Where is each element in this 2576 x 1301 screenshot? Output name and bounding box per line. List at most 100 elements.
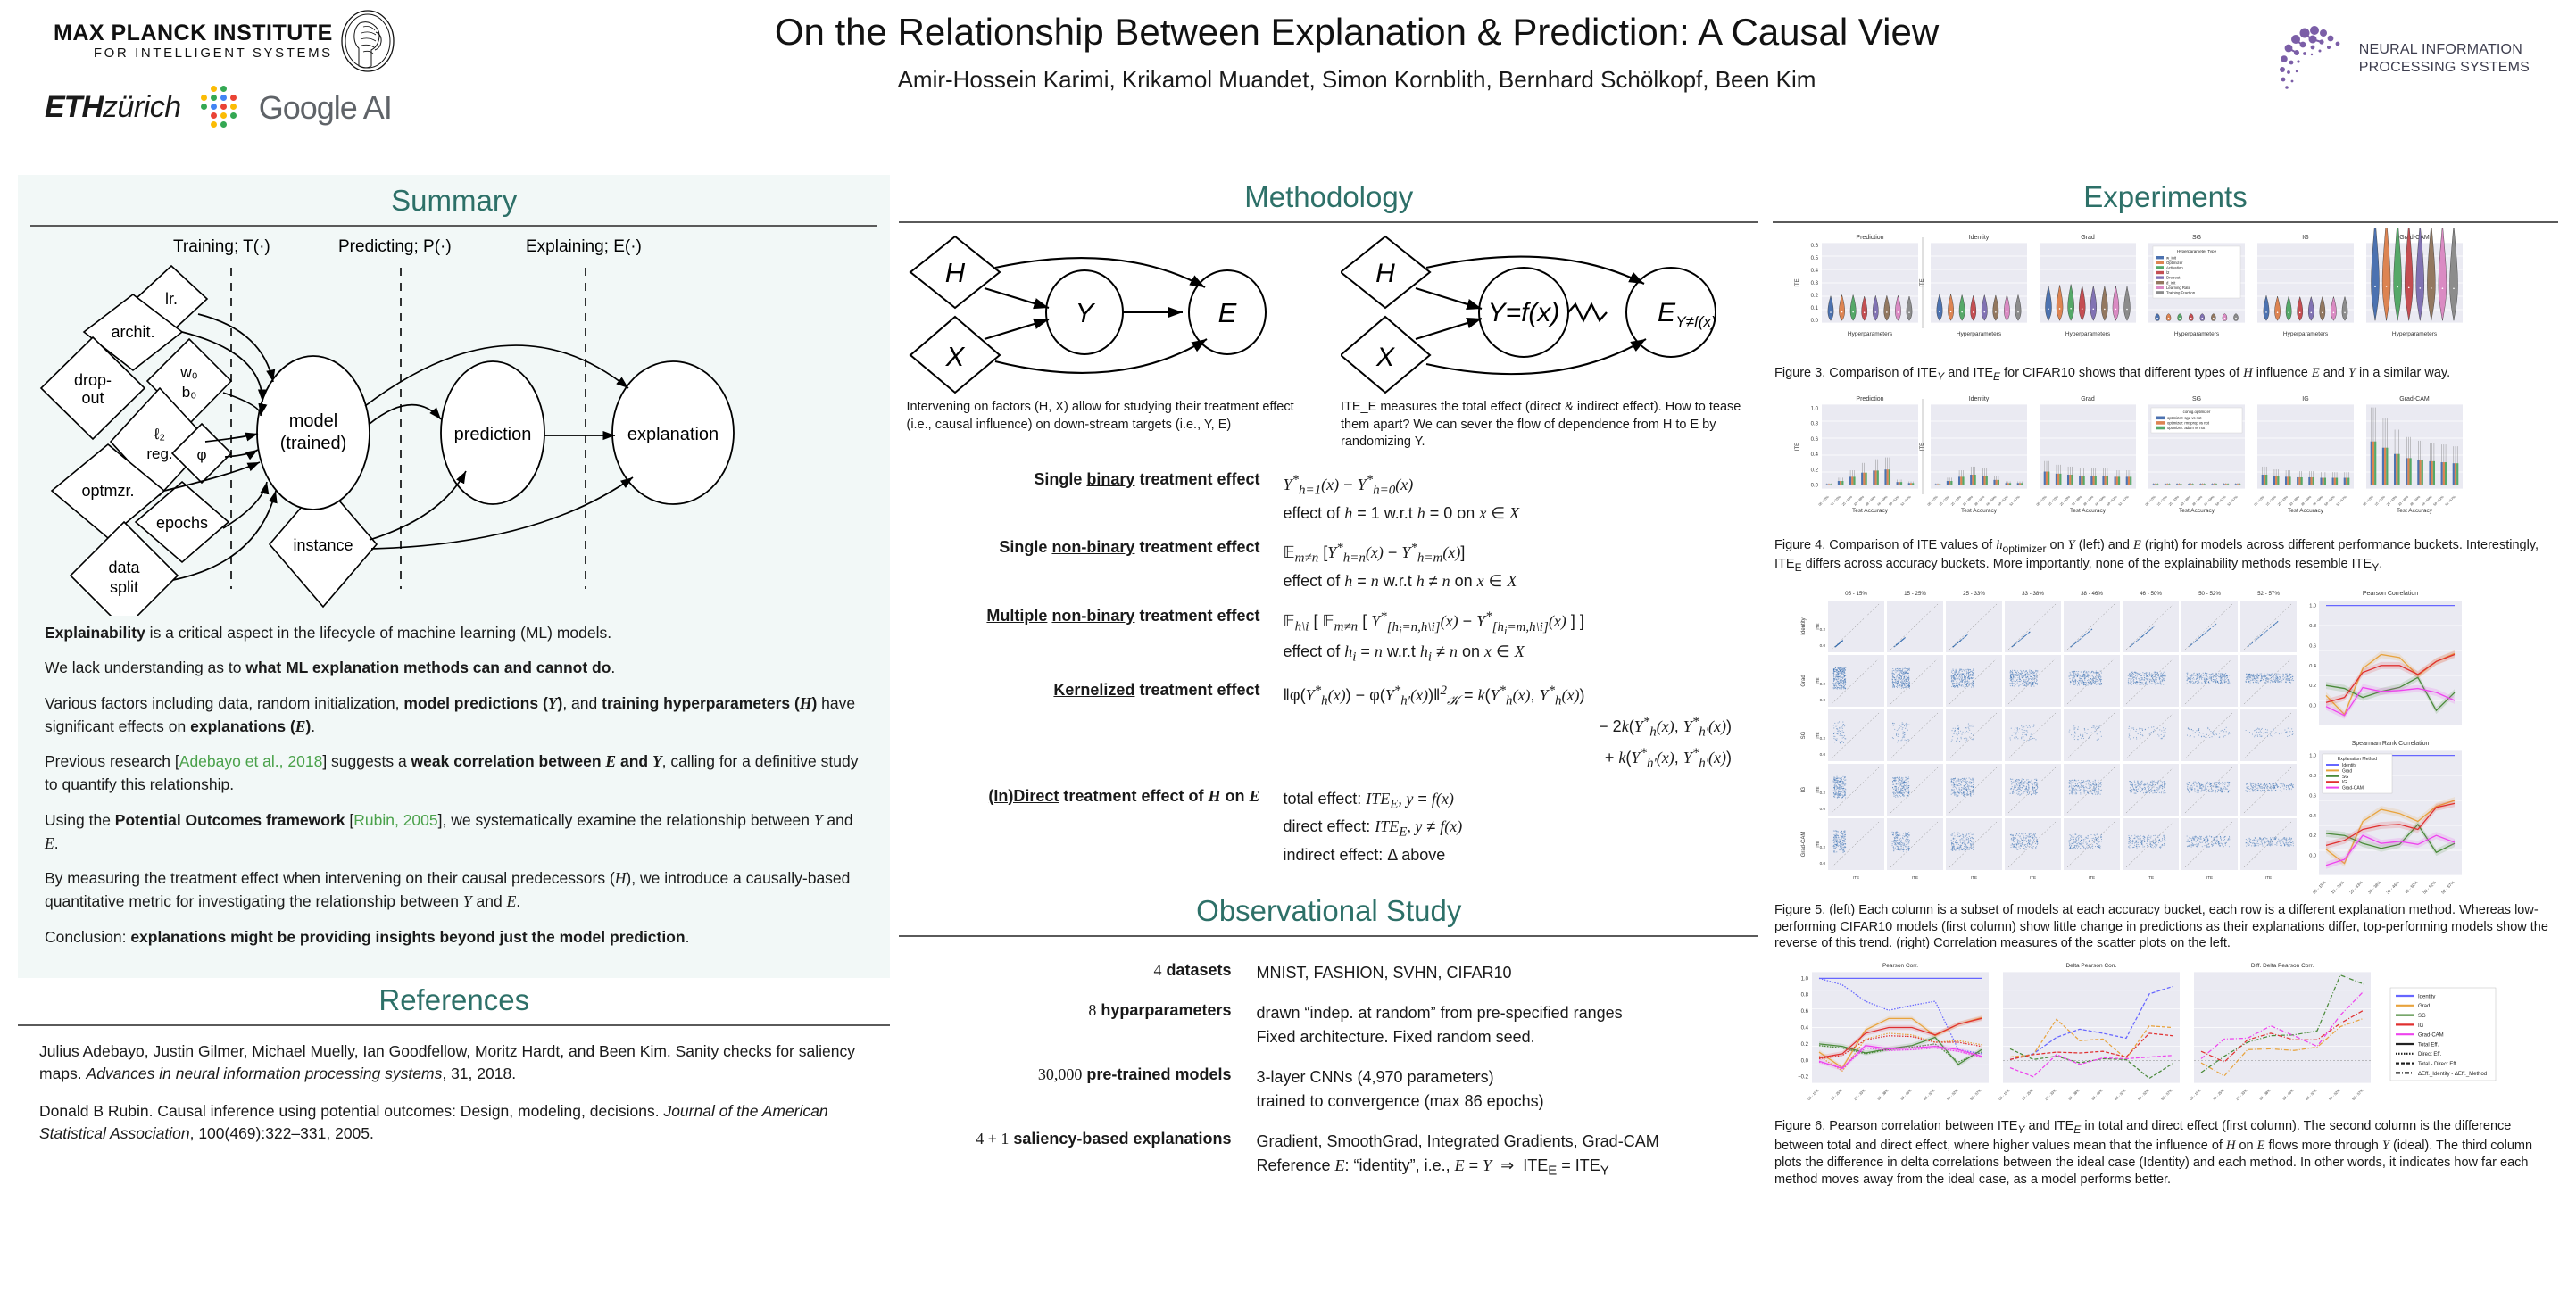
scatter-point <box>2192 676 2195 678</box>
scatter-point <box>2136 678 2138 680</box>
scatter-point <box>2216 677 2218 679</box>
scatter-point <box>2033 671 2035 673</box>
violin-shape <box>1886 468 1889 485</box>
scatter-point <box>1841 794 1843 796</box>
scatter-point <box>2207 678 2209 680</box>
scatter-point <box>1961 781 1963 783</box>
scatter-point <box>2098 726 2100 729</box>
scatter-point <box>1906 680 1907 682</box>
scatter-point <box>2228 733 2230 735</box>
scatter-point <box>1844 725 1846 726</box>
mpi-subtitle: FOR INTELLIGENT SYSTEMS <box>93 46 333 61</box>
scatter-point <box>2024 788 2026 790</box>
scatter-point <box>2287 675 2289 677</box>
scatter-point <box>2159 675 2161 677</box>
scatter-point <box>2259 732 2261 733</box>
violin-median <box>1852 311 1854 313</box>
scatter-point <box>1839 777 1841 779</box>
scatter-point <box>2206 631 2207 633</box>
scatter-point <box>2017 671 2020 673</box>
scatter-point <box>1903 671 1905 673</box>
scatter-point <box>2025 782 2027 783</box>
violin-shape <box>1840 480 1842 485</box>
violin-shape <box>2289 476 2291 485</box>
scatter-point <box>1837 722 1839 724</box>
scatter-point <box>2086 780 2088 782</box>
scatter-point <box>2099 670 2101 672</box>
scatter-point <box>1901 787 1903 789</box>
scatter-point <box>2088 670 2090 672</box>
plot-label: 46 - 50% <box>2094 494 2107 507</box>
violin-shape <box>2263 474 2266 485</box>
scatter-point <box>2291 677 2294 679</box>
scatter-point <box>1838 677 1840 679</box>
scatter-point <box>1955 668 1957 670</box>
violin-shape <box>2203 483 2206 485</box>
scatter-point <box>2282 678 2284 680</box>
violin-shape <box>2431 460 2433 485</box>
scatter-point <box>2194 681 2196 683</box>
violin-shape <box>1888 468 1891 485</box>
scatter-point <box>2032 677 2034 679</box>
violin-shape <box>1939 484 1941 485</box>
scatter-point <box>2088 784 2090 786</box>
scatter-point <box>1953 779 1955 781</box>
scatter-point <box>1834 777 1836 779</box>
violin-shape <box>2396 453 2398 485</box>
observational-key: 4 datasets <box>1153 961 1232 980</box>
plot-label: Hyperparameter Type <box>2177 249 2217 253</box>
scatter-point <box>1843 787 1845 789</box>
scatter-point <box>2133 681 2135 683</box>
scatter-point <box>1907 786 1909 788</box>
scatter-point <box>2145 682 2147 684</box>
scatter-point <box>2196 680 2198 682</box>
scatter-point <box>1891 675 1893 677</box>
scatter-point <box>2023 669 2024 671</box>
scatter-point <box>2032 787 2034 789</box>
scatter-point <box>2271 673 2273 675</box>
scatter-point <box>2080 783 2082 785</box>
scatter-point <box>2149 675 2151 676</box>
scatter-point <box>1969 729 1971 731</box>
scatter-point <box>2265 630 2267 632</box>
scatter-point <box>1902 683 1904 684</box>
plot-label: Hyperparameters <box>1848 331 1893 337</box>
scatter-point <box>1965 789 1967 791</box>
scatter-point <box>1833 677 1835 679</box>
scatter-point <box>1960 737 1962 740</box>
scatter-point <box>2092 679 2095 681</box>
poster-columns: Summary Training; T(·) Predicting; P(·) … <box>0 175 2576 1189</box>
scatter-point <box>1900 668 1902 670</box>
scatter-point <box>2092 677 2094 679</box>
scatter-point <box>2032 786 2034 788</box>
scatter-point <box>2023 683 2024 684</box>
scatter-point <box>2245 676 2247 678</box>
scatter-point <box>2191 677 2193 679</box>
scatter-point <box>2082 785 2083 787</box>
scatter-point <box>2256 679 2257 681</box>
scatter-point <box>2226 675 2229 677</box>
scatter-point <box>2186 675 2188 677</box>
scatter-point <box>2021 780 2023 782</box>
scatter-point <box>2035 670 2037 673</box>
scatter-point <box>2245 681 2247 683</box>
scatter-point <box>2198 731 2200 733</box>
scatter-point <box>2074 783 2076 784</box>
scatter-point <box>2292 679 2295 681</box>
scatter-point <box>1895 794 1897 796</box>
scatter-point <box>2100 676 2102 678</box>
violin-shape <box>1884 468 1887 485</box>
scatter-point <box>1896 791 1898 792</box>
scatter-point <box>2093 725 2095 727</box>
violin-shape <box>2104 475 2107 485</box>
violin-shape <box>2347 477 2350 485</box>
violin-median <box>2058 308 2061 310</box>
scatter-point <box>1838 729 1840 731</box>
scatter-point <box>2013 680 2015 682</box>
scatter-point <box>1840 675 1841 677</box>
violin-shape <box>2322 477 2324 485</box>
plot-background <box>2064 763 2120 816</box>
scatter-point <box>2018 678 2020 680</box>
